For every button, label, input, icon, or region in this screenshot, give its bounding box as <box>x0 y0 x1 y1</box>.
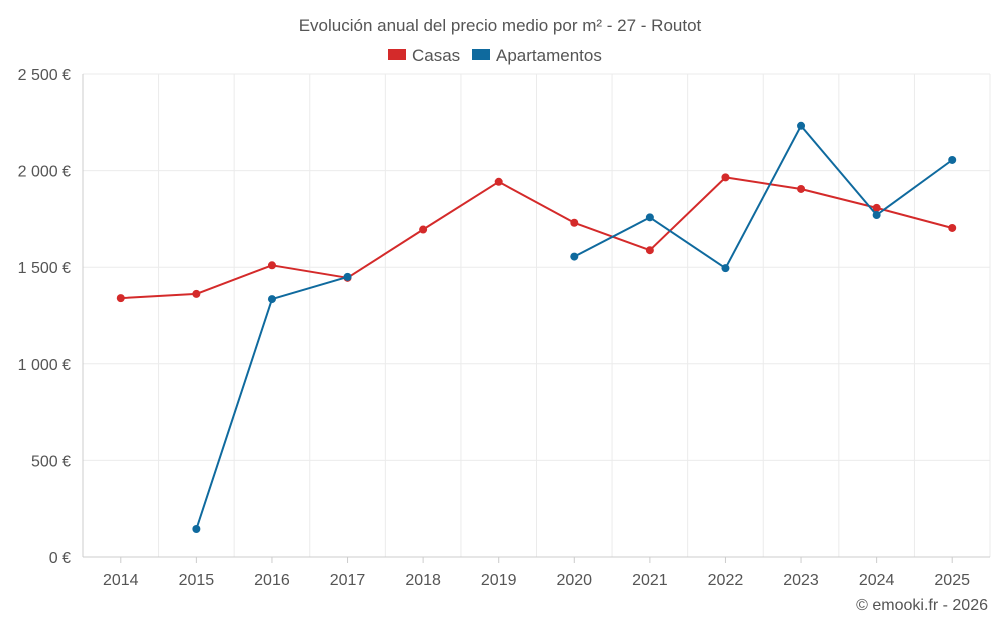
data-point-apartamentos[interactable] <box>948 155 957 164</box>
data-point-casas[interactable] <box>797 184 806 193</box>
data-point-apartamentos[interactable] <box>797 121 806 130</box>
axes <box>82 74 990 563</box>
x-tick-label: 2020 <box>556 572 592 589</box>
data-point-apartamentos[interactable] <box>872 211 881 220</box>
series-apartamentos <box>192 121 957 533</box>
x-tick-label: 2016 <box>254 572 290 589</box>
data-point-apartamentos[interactable] <box>570 252 579 261</box>
x-tick-label: 2023 <box>783 572 819 589</box>
legend-item-casas[interactable]: Casas <box>388 46 460 65</box>
x-tick-label: 2024 <box>859 572 895 589</box>
x-tick-label: 2018 <box>405 572 441 589</box>
y-tick-label: 1 000 € <box>18 357 71 374</box>
gridlines <box>83 73 991 557</box>
x-tick-label: 2015 <box>179 572 215 589</box>
x-tick-label: 2022 <box>708 572 744 589</box>
data-point-apartamentos[interactable] <box>267 295 276 304</box>
x-tick-label: 2017 <box>330 572 366 589</box>
series-line-casas <box>120 176 953 300</box>
y-tick-label: 500 € <box>31 453 71 470</box>
legend-label-apartamentos: Apartamentos <box>496 46 602 65</box>
legend-swatch-apartamentos <box>472 49 490 60</box>
data-point-casas[interactable] <box>267 261 276 270</box>
data-point-casas[interactable] <box>645 246 654 255</box>
data-point-casas[interactable] <box>872 203 881 212</box>
y-tick-label: 2 500 € <box>18 67 71 84</box>
y-tick-label: 0 € <box>49 550 71 567</box>
x-axis-tick-labels: 2014 2015 2016 2017 2018 2019 2020 2021 2022 2023… <box>103 572 970 589</box>
series-layer <box>116 121 957 533</box>
legend-item-apartamentos[interactable]: Apartamentos <box>472 46 602 65</box>
credit-text: © emooki.fr - 2026 <box>856 597 988 614</box>
data-point-apartamentos[interactable] <box>192 524 201 533</box>
data-point-casas[interactable] <box>419 225 428 234</box>
legend: Casas Apartamentos <box>388 46 602 65</box>
y-axis-tick-labels: 0 € 500 € 1 000 € 1 500 € 2 000 € 2 500 € <box>18 67 71 567</box>
legend-swatch-casas <box>388 49 406 60</box>
y-tick-label: 1 500 € <box>18 260 71 277</box>
x-tick-label: 2021 <box>632 572 668 589</box>
chart-title: Evolución anual del precio medio por m² … <box>299 16 702 35</box>
x-tick-label: 2025 <box>934 572 970 589</box>
legend-label-casas: Casas <box>412 46 460 65</box>
data-point-casas[interactable] <box>494 177 503 186</box>
x-tick-label: 2014 <box>103 572 139 589</box>
data-point-casas[interactable] <box>948 223 957 232</box>
y-tick-label: 2 000 € <box>18 164 71 181</box>
data-point-apartamentos[interactable] <box>645 213 654 222</box>
data-point-casas[interactable] <box>721 173 730 182</box>
data-point-casas[interactable] <box>192 289 201 298</box>
data-point-apartamentos[interactable] <box>343 272 352 281</box>
x-tick-label: 2019 <box>481 572 517 589</box>
data-point-casas[interactable] <box>570 218 579 227</box>
data-point-apartamentos[interactable] <box>721 264 730 273</box>
data-point-casas[interactable] <box>116 294 125 303</box>
